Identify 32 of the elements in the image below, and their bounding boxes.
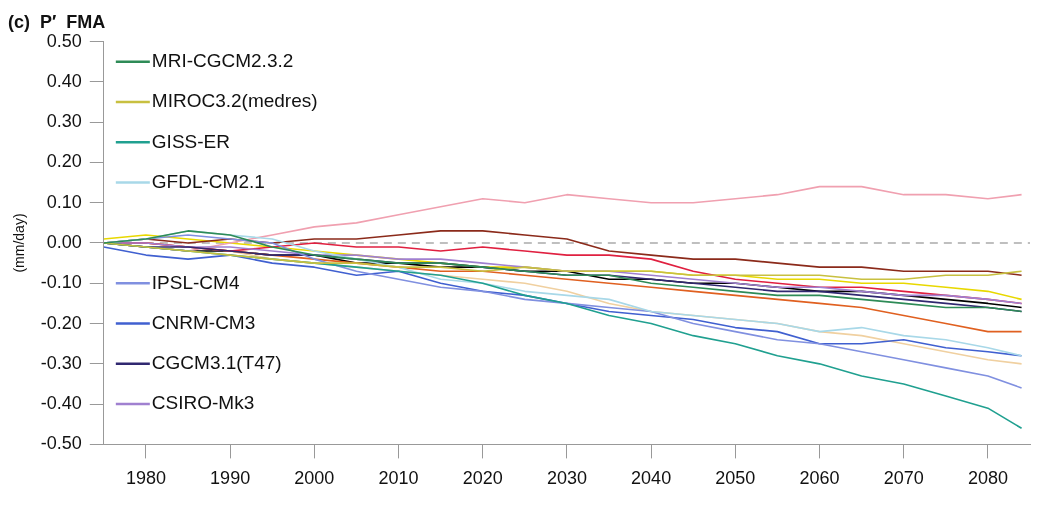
y-tick-label: 0.30: [46, 111, 82, 132]
y-axis-title: (mm/day): [11, 213, 28, 273]
x-tick-label: 1980: [125, 468, 166, 489]
y-tick-label: 0.50: [46, 30, 82, 51]
x-tick-label: 2030: [546, 468, 587, 489]
y-tick-label: -0.40: [40, 393, 82, 414]
y-tick-label: 0.10: [46, 191, 82, 212]
legend-label: CGCM3.1(T47): [151, 352, 282, 374]
y-tick-label: -0.20: [40, 312, 82, 333]
legend-label: MRI-CGCM2.3.2: [151, 49, 294, 71]
legend-label: CNRM-CM3: [151, 311, 256, 333]
x-tick-label: 1990: [210, 468, 251, 489]
x-tick-label: 2070: [883, 468, 924, 489]
x-tick-label: 2000: [294, 468, 335, 489]
x-tick-label: 2040: [631, 468, 672, 489]
legend-label: CSIRO-Mk3: [151, 392, 255, 414]
legend-label: GISS-ER: [151, 130, 230, 152]
y-tick-label: -0.10: [40, 272, 82, 293]
y-tick-label: 0.00: [46, 231, 82, 252]
chart-title: (c) P′ FMA: [8, 11, 106, 32]
x-tick-label: 2010: [378, 468, 419, 489]
x-tick-label: 2060: [799, 468, 840, 489]
y-tick-label: 0.40: [46, 70, 82, 91]
x-tick-label: 2080: [967, 468, 1008, 489]
y-tick-label: -0.50: [40, 433, 82, 454]
legend-label: MIROC3.2(medres): [151, 90, 318, 112]
legend-label: GFDL-CM2.1: [151, 170, 265, 192]
y-tick-label: -0.30: [40, 352, 82, 373]
x-tick-label: 2020: [462, 468, 503, 489]
x-tick-label: 2050: [715, 468, 756, 489]
legend-label: IPSL-CM4: [151, 271, 240, 293]
y-tick-label: 0.20: [46, 151, 82, 172]
